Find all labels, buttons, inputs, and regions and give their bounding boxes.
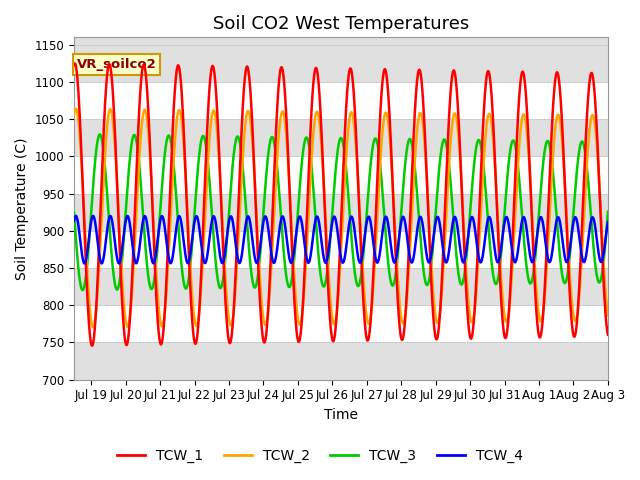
X-axis label: Time: Time xyxy=(324,408,358,422)
Y-axis label: Soil Temperature (C): Soil Temperature (C) xyxy=(15,137,29,280)
Bar xyxy=(74,82,608,119)
Text: VR_soilco2: VR_soilco2 xyxy=(77,58,156,71)
Title: Soil CO2 West Temperatures: Soil CO2 West Temperatures xyxy=(213,15,469,33)
Legend: TCW_1, TCW_2, TCW_3, TCW_4: TCW_1, TCW_2, TCW_3, TCW_4 xyxy=(111,443,529,468)
Bar xyxy=(74,231,608,268)
Bar xyxy=(74,156,608,193)
Bar xyxy=(74,305,608,342)
